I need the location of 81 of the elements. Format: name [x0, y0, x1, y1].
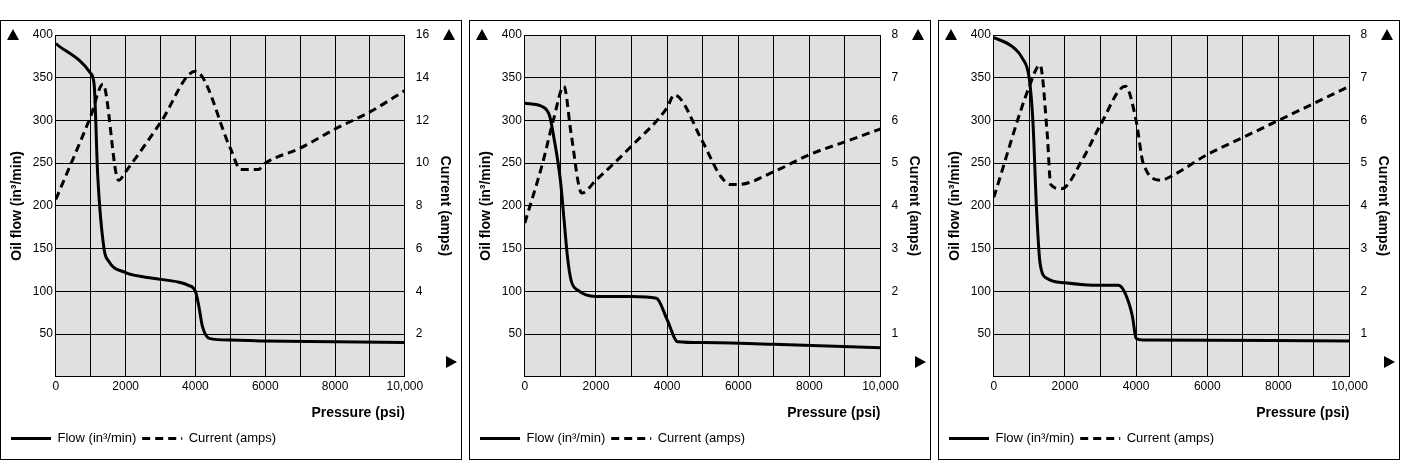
- y2-tick-label: 2: [891, 283, 899, 298]
- y2-tick-label: 2: [1360, 283, 1368, 298]
- y-tick-label: 250: [501, 155, 523, 170]
- y2-tick-label: 3: [891, 240, 899, 255]
- y2-tick-label: 16: [415, 27, 430, 42]
- x-tick-label: 10,000: [1331, 379, 1369, 394]
- y-tick-label: 400: [501, 27, 523, 42]
- y-tick-label: 150: [501, 240, 523, 255]
- y2-tick-label: 4: [415, 283, 423, 298]
- y2-tick-label: 7: [891, 70, 899, 85]
- y-tick-label: 50: [977, 326, 992, 341]
- y-tick-label: 100: [970, 283, 992, 298]
- y-tick-label: 300: [501, 112, 523, 127]
- y-tick-label: 400: [32, 27, 54, 42]
- legend-label: Current (amps): [188, 430, 277, 446]
- y2-tick-label: 2: [415, 326, 423, 341]
- y-tick-label: 200: [501, 198, 523, 213]
- y-tick-label: 150: [970, 240, 992, 255]
- y2-tick-label: 14: [415, 70, 430, 85]
- x-axis-title: Pressure (psi): [311, 404, 405, 421]
- y2-axis-title: Current (amps): [906, 155, 923, 257]
- y-tick-label: 350: [501, 70, 523, 85]
- x-tick-label: 6000: [251, 379, 279, 394]
- y-axis-title: Oil flow (in³/min): [946, 151, 963, 261]
- y2-tick-label: 4: [891, 198, 899, 213]
- x-tick-label: 4000: [182, 379, 210, 394]
- x-tick-label: 6000: [724, 379, 752, 394]
- y-tick-label: 300: [32, 112, 54, 127]
- y-tick-label: 200: [32, 198, 54, 213]
- y-tick-label: 350: [970, 70, 992, 85]
- y-tick-label: 50: [39, 326, 54, 341]
- x-tick-label: 2000: [112, 379, 140, 394]
- x-tick-label: 10,000: [862, 379, 900, 394]
- x-axis-title: Pressure (psi): [787, 404, 881, 421]
- x-tick-label: 4000: [1122, 379, 1150, 394]
- y2-tick-label: 10: [415, 155, 430, 170]
- y2-tick-label: 12: [415, 112, 430, 127]
- y2-tick-label: 6: [891, 112, 899, 127]
- y-tick-label: 100: [501, 283, 523, 298]
- y-tick-label: 100: [32, 283, 54, 298]
- x-axis-title: Pressure (psi): [1256, 404, 1350, 421]
- x-tick-label: 0: [990, 379, 998, 394]
- legend-label: Flow (in³/min): [995, 430, 1075, 446]
- y-axis-title: Oil flow (in³/min): [477, 151, 494, 261]
- legend-label: Flow (in³/min): [57, 430, 137, 446]
- y2-tick-label: 5: [1360, 155, 1368, 170]
- x-tick-label: 4000: [653, 379, 681, 394]
- y-tick-label: 50: [508, 326, 523, 341]
- y-tick-label: 250: [970, 155, 992, 170]
- x-tick-label: 8000: [796, 379, 824, 394]
- y-tick-label: 400: [970, 27, 992, 42]
- y2-tick-label: 7: [1360, 70, 1368, 85]
- y2-tick-label: 8: [415, 198, 423, 213]
- y2-tick-label: 4: [1360, 198, 1368, 213]
- x-tick-label: 8000: [1265, 379, 1293, 394]
- x-tick-label: 2000: [1051, 379, 1079, 394]
- x-tick-label: 2000: [582, 379, 610, 394]
- y2-tick-label: 1: [891, 326, 899, 341]
- y2-tick-label: 8: [1360, 27, 1368, 42]
- y2-tick-label: 5: [891, 155, 899, 170]
- y2-tick-label: 6: [1360, 112, 1368, 127]
- y2-tick-label: 1: [1360, 326, 1368, 341]
- x-tick-label: 10,000: [386, 379, 424, 394]
- y-tick-label: 300: [970, 112, 992, 127]
- y-tick-label: 200: [970, 198, 992, 213]
- y-tick-label: 350: [32, 70, 54, 85]
- legend-label: Current (amps): [657, 430, 746, 446]
- y2-tick-label: 8: [891, 27, 899, 42]
- y2-tick-label: 3: [1360, 240, 1368, 255]
- x-tick-label: 8000: [321, 379, 349, 394]
- x-tick-label: 0: [52, 379, 60, 394]
- y2-tick-label: 6: [415, 240, 423, 255]
- y2-axis-title: Current (amps): [1375, 155, 1392, 257]
- x-tick-label: 6000: [1193, 379, 1221, 394]
- y2-axis-title: Current (amps): [437, 155, 454, 257]
- y-tick-label: 150: [32, 240, 54, 255]
- legend-label: Flow (in³/min): [526, 430, 606, 446]
- y-axis-title: Oil flow (in³/min): [8, 151, 25, 261]
- legend-label: Current (amps): [1126, 430, 1215, 446]
- y-tick-label: 250: [32, 155, 54, 170]
- x-tick-label: 0: [521, 379, 529, 394]
